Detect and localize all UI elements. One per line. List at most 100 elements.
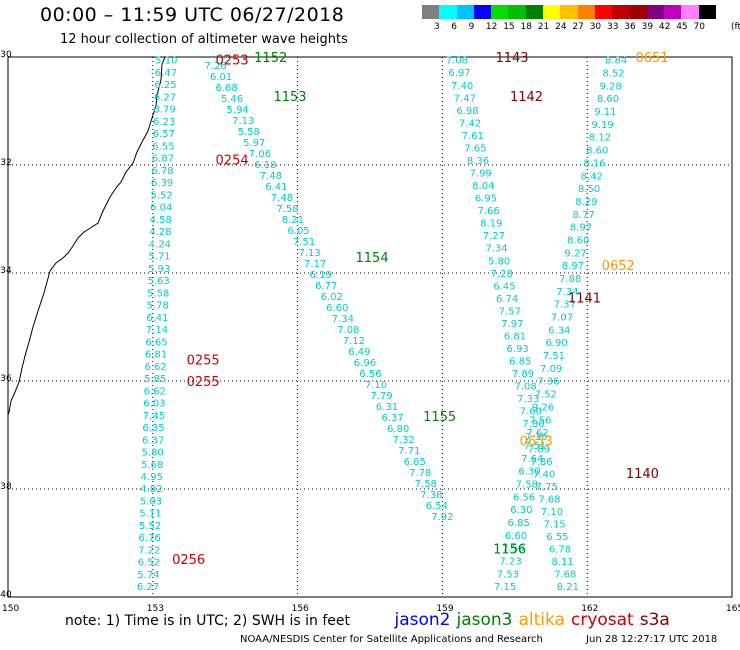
wave-height-value: 7.48 — [271, 193, 293, 204]
wave-height-value: 8.29 — [575, 197, 597, 208]
wave-height-value: 6.56 — [359, 369, 381, 380]
wave-height-value: 8.21 — [557, 582, 579, 593]
wave-height-value: 6.93 — [507, 344, 529, 355]
color-scale — [422, 5, 717, 19]
wave-height-value: 5.85 — [144, 374, 166, 385]
wave-height-value: 7.75 — [536, 482, 558, 493]
wave-height-value: 7.68 — [554, 570, 576, 581]
wave-height-value: 6.39 — [151, 178, 173, 189]
wave-height-value: 5.52 — [139, 521, 161, 532]
lat-tick-label: -36 — [0, 374, 12, 384]
wave-height-value: 7.32 — [393, 435, 415, 446]
scale-label: 36 — [624, 22, 636, 32]
pass-time-label: 1155 — [423, 410, 456, 425]
wave-height-value: 7.34 — [485, 244, 507, 255]
wave-height-value: 7.07 — [551, 313, 573, 324]
wave-height-value: 6.19 — [310, 270, 332, 281]
wave-height-value: 8.97 — [562, 261, 584, 272]
wave-height-value: 7.28 — [491, 269, 513, 280]
wave-height-value: 6.85 — [509, 357, 531, 368]
wave-height-value: 8.19 — [480, 219, 502, 230]
pass-time-label: 0653 — [520, 434, 553, 449]
wave-height-value: 6.04 — [150, 203, 172, 214]
wave-height-value: 7.89 — [512, 369, 534, 380]
scale-swatch — [577, 5, 595, 19]
lon-tick-label: 159 — [436, 604, 454, 614]
wave-height-value: 7.33 — [517, 394, 539, 405]
wave-height-value: 8.21 — [282, 215, 304, 226]
pass-time-label: 1153 — [273, 90, 306, 105]
wave-height-value: 7.51 — [293, 237, 315, 248]
wave-height-value: 6.78 — [151, 166, 173, 177]
scale-swatch — [629, 5, 647, 19]
wave-height-value: 6.98 — [456, 106, 478, 117]
lat-tick-label: -40 — [0, 590, 12, 600]
footer-credit: NOAA/NESDIS Center for Satellite Applica… — [240, 634, 717, 645]
wave-height-value: 7.37 — [554, 300, 576, 311]
scale-label: 9 — [468, 22, 475, 32]
scale-label: 42 — [658, 22, 671, 32]
scale-label: 15 — [503, 22, 515, 32]
wave-height-value: 7.79 — [370, 391, 392, 402]
wave-height-value: 6.30 — [510, 505, 532, 516]
wave-height-value: 8.97 — [570, 223, 592, 234]
wave-height-value: 7.60 — [520, 407, 542, 418]
wave-height-value: 7.06 — [249, 149, 271, 160]
wave-height-value: 7.36 — [525, 432, 547, 443]
wave-height-value: 6.62 — [145, 362, 167, 373]
wave-height-value: 8.60 — [567, 235, 589, 246]
scale-label: 39 — [641, 22, 654, 32]
wave-height-value: 7.15 — [544, 520, 566, 531]
wave-height-value: 7.50 — [502, 544, 524, 555]
wave-height-value: 7.86 — [530, 457, 552, 468]
wave-height-value: 7.92 — [431, 512, 453, 523]
wave-height-value: 6.02 — [321, 292, 343, 303]
wave-height-value: 6.47 — [155, 68, 177, 79]
wave-height-value: 7.17 — [304, 259, 326, 270]
wave-height-value: 6.55 — [546, 532, 568, 543]
coastline — [7, 56, 166, 416]
scale-swatch — [456, 5, 474, 19]
wave-height-value: 6.05 — [287, 226, 309, 237]
wave-height-value: 5.78 — [147, 301, 169, 312]
wave-height-value: 5.52 — [150, 190, 172, 201]
wave-height-value: 6.78 — [549, 545, 571, 556]
wave-height-value: 6.27 — [154, 92, 176, 103]
wave-height-value: 4.24 — [149, 239, 171, 250]
wave-height-value: 7.48 — [260, 171, 282, 182]
pass-time-label: 1142 — [510, 90, 543, 105]
satellite-legend-item: jason3 — [456, 610, 513, 630]
wave-height-value: 6.56 — [513, 492, 535, 503]
wave-height-value: 6.34 — [548, 325, 570, 336]
wave-height-value: 7.68 — [538, 494, 560, 505]
wave-height-value: 9.27 — [564, 248, 586, 259]
scale-swatch — [491, 5, 509, 19]
pass-time-label: 0651 — [635, 51, 668, 66]
wave-height-value: 7.34 — [556, 287, 578, 298]
wave-height-value: 7.47 — [454, 93, 476, 104]
pass-time-label: 1156 — [493, 542, 526, 557]
wave-height-value: 7.09 — [540, 364, 562, 375]
lat-tick-label: -34 — [0, 266, 12, 276]
wave-height-value: 8.52 — [602, 69, 624, 80]
wave-height-value: 7.66 — [477, 206, 499, 217]
wave-height-value: 6.37 — [142, 435, 164, 446]
lon-tick-label: 153 — [146, 604, 164, 614]
wave-height-value: 6.27 — [137, 582, 159, 593]
wave-height-value: 7.22 — [138, 545, 160, 556]
wave-height-value: 6.41 — [146, 313, 168, 324]
pass-time-label: 0255 — [187, 353, 220, 368]
satellite-legend: jason2 jason3 altika cryosat s3a — [394, 610, 675, 630]
wave-height-value: 6.18 — [254, 160, 276, 171]
lat-tick-label: -30 — [0, 50, 12, 60]
wave-height-value: 6.41 — [265, 182, 287, 193]
wave-height-value: 7.13 — [232, 116, 254, 127]
wave-height-value: 6.23 — [153, 117, 175, 128]
wave-height-value: 5.80 — [142, 448, 164, 459]
wave-height-value: 8.12 — [589, 133, 611, 144]
wave-height-value: 6.25 — [154, 80, 176, 91]
scale-swatch — [508, 5, 526, 19]
wave-height-value: 8.11 — [551, 557, 573, 568]
